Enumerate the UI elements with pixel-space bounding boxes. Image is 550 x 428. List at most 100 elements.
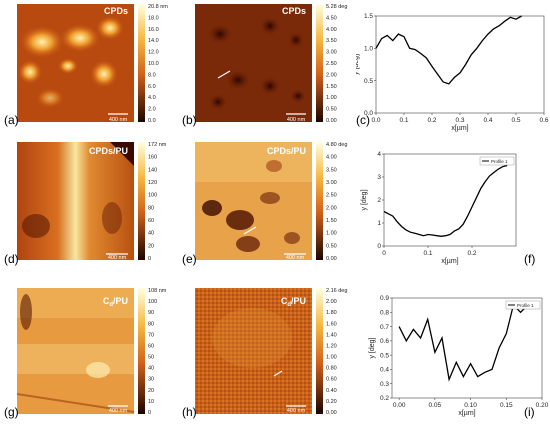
panel-title: CPDs: [104, 6, 128, 16]
colorbar-tick-label: 0.40: [326, 388, 337, 394]
series-line: [383, 164, 508, 237]
x-tick-label: 0.05: [429, 402, 442, 409]
colorbar-tick-label: 20.8 nm: [148, 4, 168, 10]
colorbar-tick-label: 4.00: [326, 27, 337, 33]
colorbar-tick-label: 1.80: [326, 310, 337, 316]
colorbar-tick-label: 0.00: [326, 410, 337, 416]
colorbar-tick-label: 1.50: [326, 84, 337, 90]
panel-label-g: (g): [4, 405, 19, 419]
y-tick-label: 0.5: [364, 78, 373, 85]
colorbar-tick-label: 3.00: [326, 180, 337, 186]
series-line: [398, 303, 536, 382]
colorbar-tick-label: 90: [148, 310, 154, 316]
colorbar-tick-label: 8.0: [148, 72, 156, 78]
x-tick-label: 0.00: [393, 402, 406, 409]
colorbar-tick-label: 10: [148, 399, 154, 405]
colorbar-tick-label: 0: [148, 256, 151, 262]
colorbar-tick-label: 172 nm: [148, 142, 167, 148]
panel-title: CPDs: [282, 6, 306, 16]
colorbar-tick-label: 1.00: [326, 95, 337, 101]
plot-frame: [391, 297, 543, 399]
y-tick-label: 0.3: [380, 381, 389, 388]
colorbar-tick-label: 108 nm: [148, 288, 167, 294]
legend-label: Profile 1: [517, 303, 534, 308]
y-tick-label: 0.5: [380, 352, 389, 359]
colorbar: [316, 4, 323, 122]
colorbar-tick-label: 4.80 deg: [326, 142, 347, 148]
legend-box: [479, 156, 515, 166]
colorbar-tick-label: 20: [148, 388, 154, 394]
afm-image-b: 400 nm CPDs 5.28 deg 4.50 4.00 3.50 3.00 2.50…: [195, 4, 347, 124]
colorbar-tick-label: 1.50: [326, 218, 337, 224]
profile-line: [273, 370, 283, 377]
scale-bar-label: 400 nm: [109, 408, 128, 414]
panel-label-i: (i): [524, 405, 535, 419]
colorbar-tick-label: 60: [148, 218, 154, 224]
plot-frame: [383, 153, 517, 247]
colorbar-tick-label: 1.00: [326, 231, 337, 237]
x-tick-label: 0.15: [500, 402, 513, 409]
panel-title: Cd/PU: [281, 296, 306, 308]
x-tick-label: 0.5: [511, 117, 520, 124]
y-axis-label: y [deg]: [356, 54, 360, 75]
y-tick-label: 4: [377, 151, 381, 158]
profile-line: [243, 226, 257, 235]
panel-label-h: (h): [182, 405, 197, 419]
colorbar-tick-label: 3.00: [326, 50, 337, 56]
scale-bar-label: 400 nm: [109, 117, 128, 123]
panel-label-e: (e): [182, 252, 197, 266]
colorbar-tick-label: 140: [148, 167, 157, 173]
colorbar-tick-label: 60: [148, 343, 154, 349]
colorbar-tick-label: 2.00: [326, 72, 337, 78]
y-tick-label: 0.6: [380, 338, 389, 345]
x-tick-label: 0.3: [455, 117, 464, 124]
colorbar-tick-label: 0.80: [326, 366, 337, 372]
colorbar-tick-label: 1.20: [326, 343, 337, 349]
colorbar-tick-label: 0.60: [326, 377, 337, 383]
panel-a: 400 nm CPDs 20.8 nm 18.0 16.0 14.0 12.0 10.0 8…: [0, 0, 180, 128]
colorbar-tick-label: 80: [148, 205, 154, 211]
panel-label-a: (a): [4, 113, 19, 127]
panel-f: 0 0.1 0.2 0 1 2 3 4 x[µm] y [deg] Profile 1: [356, 140, 550, 272]
y-tick-label: 1.0: [364, 46, 373, 53]
colorbar-tick-label: 0.20: [326, 399, 337, 405]
y-tick-label: 1: [377, 220, 381, 227]
afm-image-h: 400 nm Cd/PU 2.16 deg 2.00 1.80 1.60 1.40 1.2…: [195, 288, 347, 416]
y-axis-label: y [deg]: [369, 337, 376, 358]
y-tick-label: 0.4: [380, 367, 389, 374]
x-tick-label: 0.0: [371, 117, 380, 124]
colorbar: [316, 288, 323, 414]
panel-i: 0.00 0.05 0.10 0.15 0.20 0.2 0.3 0.4 0.5 0.6 0.7 0.…: [356, 290, 550, 423]
y-tick-label: 0.8: [380, 309, 389, 316]
y-tick-label: 0.7: [380, 324, 389, 331]
line-chart-i: 0.00 0.05 0.10 0.15 0.20 0.2 0.3 0.4 0.5 0.6 0.7 0.…: [369, 295, 549, 417]
colorbar-tick-label: 2.00: [326, 205, 337, 211]
colorbar: [138, 142, 145, 260]
panel-title: Cd/PU: [103, 296, 128, 308]
colorbar-tick-label: 160: [148, 155, 157, 161]
x-tick-label: 0.10: [464, 402, 477, 409]
x-tick-label: 0.1: [399, 117, 408, 124]
panel-title: CPDs/PU: [267, 146, 306, 156]
colorbar-tick-label: 40: [148, 231, 154, 237]
x-tick-label: 0: [382, 250, 386, 257]
legend-label: Profile 1: [491, 159, 508, 164]
colorbar-tick-label: 2.50: [326, 61, 337, 67]
x-tick-label: 0.2: [467, 250, 476, 257]
colorbar-tick-label: 100: [148, 193, 157, 199]
panel-d: 400 nm CPDs/PU 172 nm 160 140 120 100 80 60 40 2…: [0, 138, 180, 268]
scale-bar-label: 400 nm: [287, 408, 306, 414]
afm-image-a: 400 nm CPDs 20.8 nm 18.0 16.0 14.0 12.0 10.0 8…: [17, 4, 168, 124]
y-tick-label: 0: [377, 243, 381, 250]
afm-image-g: 400 nm Cd/PU 108 nm100908070605040302010…: [16, 288, 167, 416]
colorbar-tick-label: 0.50: [326, 243, 337, 249]
panel-c: 0.0 0.1 0.2 0.3 0.4 0.5 0.6 0.0 0.5 1.0 1.5 x[µm] y …: [353, 0, 550, 136]
afm-image-e: 400 nm CPDs/PU 4.80 deg 4.00 3.50 3.00 2.50 2…: [195, 142, 347, 262]
colorbar-tick-label: 120: [148, 180, 157, 186]
x-tick-label: 0.1: [423, 250, 432, 257]
series-line: [375, 15, 522, 85]
plot-frame: [375, 15, 545, 114]
colorbar-tick-label: 4.50: [326, 15, 337, 21]
colorbar-tick-label: 20: [148, 243, 154, 249]
colorbar-tick-label: 6.0: [148, 84, 156, 90]
